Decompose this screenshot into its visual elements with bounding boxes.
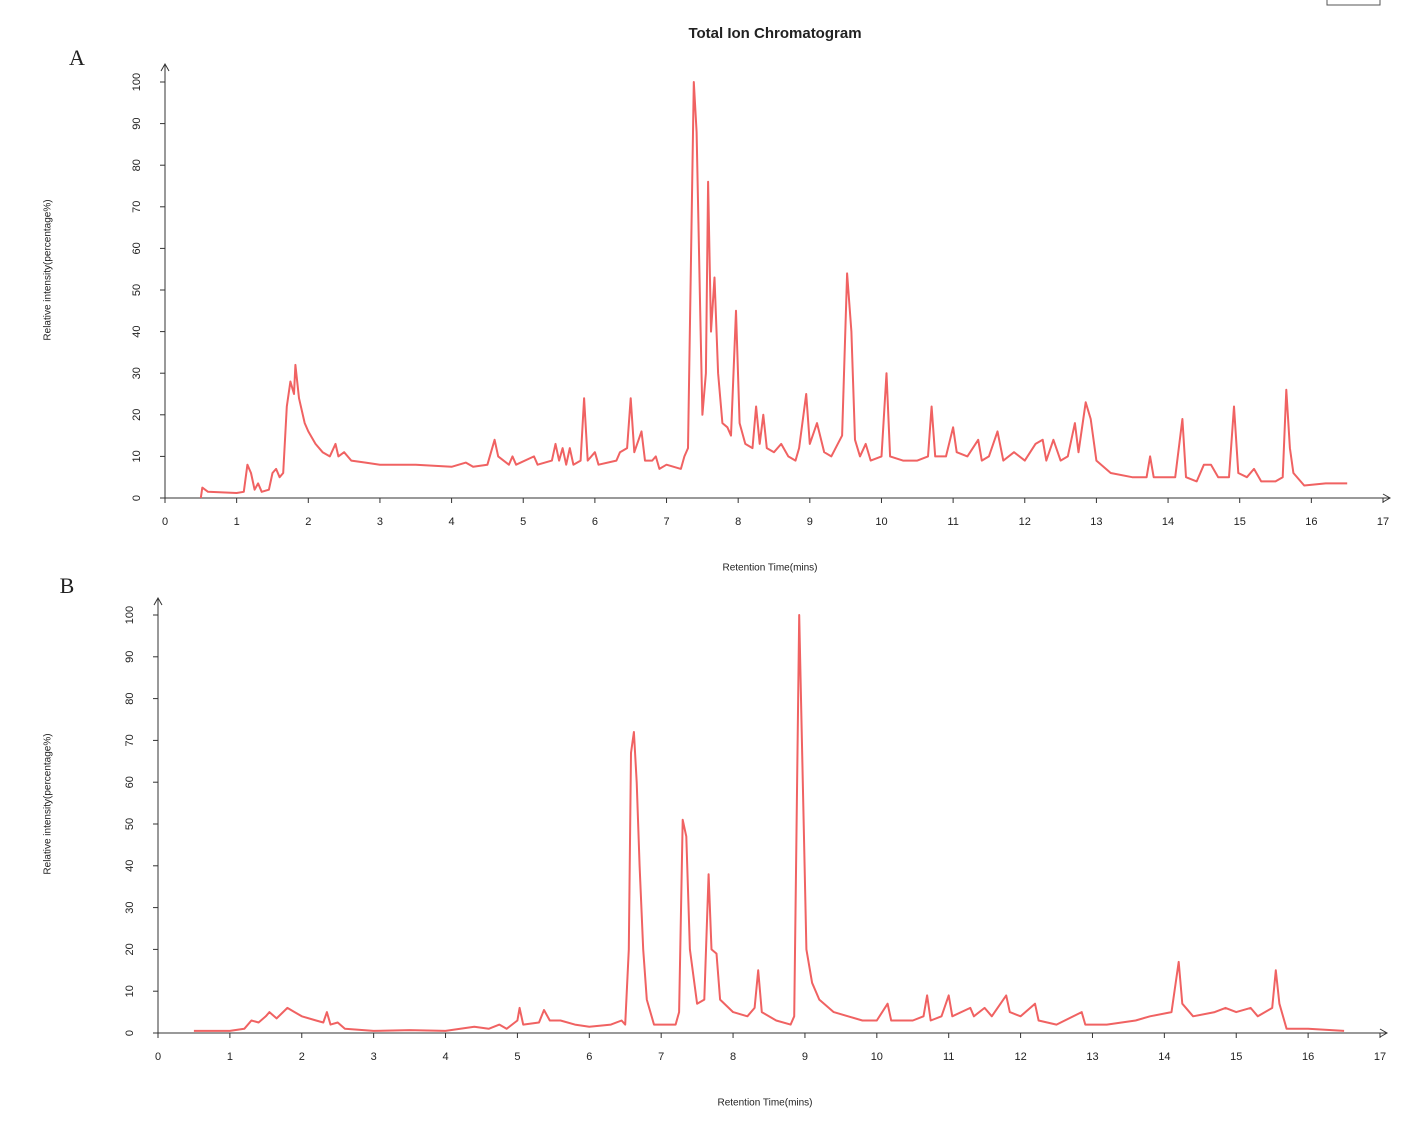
y-tick-label: 80	[131, 159, 143, 171]
chromatogram-line	[193, 614, 1345, 1032]
panel-label: A	[69, 45, 85, 70]
y-tick-label: 10	[124, 985, 136, 997]
y-axis-arrow	[160, 62, 170, 72]
x-tick-label: 3	[371, 1051, 377, 1063]
y-tick-label: 50	[131, 284, 143, 296]
x-tick-label: 10	[871, 1051, 883, 1063]
x-tick-label: 7	[663, 516, 669, 528]
x-tick-label: 12	[1014, 1051, 1026, 1063]
x-tick-label: 0	[155, 1051, 161, 1063]
x-tick-label: 8	[735, 516, 741, 528]
y-tick-label: 40	[131, 325, 143, 337]
x-tick-label: 4	[442, 1051, 448, 1063]
x-tick-label: 15	[1230, 1051, 1242, 1063]
y-tick-label: 100	[124, 606, 136, 624]
x-tick-label: 16	[1305, 516, 1317, 528]
x-tick-label: 14	[1158, 1051, 1170, 1063]
x-axis-arrow	[1382, 493, 1392, 503]
y-tick-label: 80	[124, 692, 136, 704]
chart-title: Total Ion Chromatogram	[688, 25, 861, 42]
x-tick-label: 2	[299, 1051, 305, 1063]
y-axis-arrow	[153, 596, 163, 606]
y-tick-label: 20	[131, 409, 143, 421]
x-tick-label: 4	[449, 516, 455, 528]
y-tick-label: 60	[131, 242, 143, 254]
x-tick-label: 10	[875, 516, 887, 528]
y-tick-label: 20	[124, 943, 136, 955]
y-tick-label: 30	[124, 901, 136, 913]
x-axis-label: Retention Time(mins)	[717, 1098, 812, 1109]
x-tick-label: 9	[807, 516, 813, 528]
x-tick-label: 1	[227, 1051, 233, 1063]
y-tick-label: 50	[124, 818, 136, 830]
x-tick-label: 14	[1162, 516, 1174, 528]
x-axis-arrow	[1379, 1028, 1389, 1038]
x-tick-label: 5	[520, 516, 526, 528]
x-tick-label: 3	[377, 516, 383, 528]
y-tick-label: 70	[124, 734, 136, 746]
y-tick-label: 40	[124, 860, 136, 872]
y-tick-label: 100	[131, 73, 143, 91]
y-axis-label: Relative intensity(percentage%)	[43, 733, 54, 874]
x-tick-label: 17	[1377, 516, 1389, 528]
x-tick-label: 0	[162, 516, 168, 528]
x-tick-label: 12	[1019, 516, 1031, 528]
x-tick-label: 7	[658, 1051, 664, 1063]
window-corner	[1326, 0, 1381, 6]
panel-label: B	[60, 573, 75, 598]
x-tick-label: 8	[730, 1051, 736, 1063]
y-tick-label: 60	[124, 776, 136, 788]
x-tick-label: 15	[1234, 516, 1246, 528]
y-tick-label: 0	[131, 495, 143, 501]
y-tick-label: 10	[131, 450, 143, 462]
y-tick-label: 30	[131, 367, 143, 379]
x-tick-label: 13	[1086, 1051, 1098, 1063]
x-tick-label: 6	[586, 1051, 592, 1063]
x-tick-label: 11	[947, 516, 958, 528]
x-tick-label: 16	[1302, 1051, 1314, 1063]
x-tick-label: 17	[1374, 1051, 1386, 1063]
y-tick-label: 0	[124, 1030, 136, 1036]
x-tick-label: 11	[943, 1051, 954, 1063]
x-tick-label: 2	[305, 516, 311, 528]
y-tick-label: 90	[124, 651, 136, 663]
x-tick-label: 1	[234, 516, 240, 528]
chromatogram-line	[199, 81, 1348, 499]
x-tick-label: 5	[514, 1051, 520, 1063]
x-axis-label: Retention Time(mins)	[722, 563, 817, 574]
x-tick-label: 13	[1090, 516, 1102, 528]
y-tick-label: 90	[131, 117, 143, 129]
x-tick-label: 6	[592, 516, 598, 528]
y-axis-label: Relative intensity(percentage%)	[43, 199, 54, 340]
y-tick-label: 70	[131, 201, 143, 213]
x-tick-label: 9	[802, 1051, 808, 1063]
